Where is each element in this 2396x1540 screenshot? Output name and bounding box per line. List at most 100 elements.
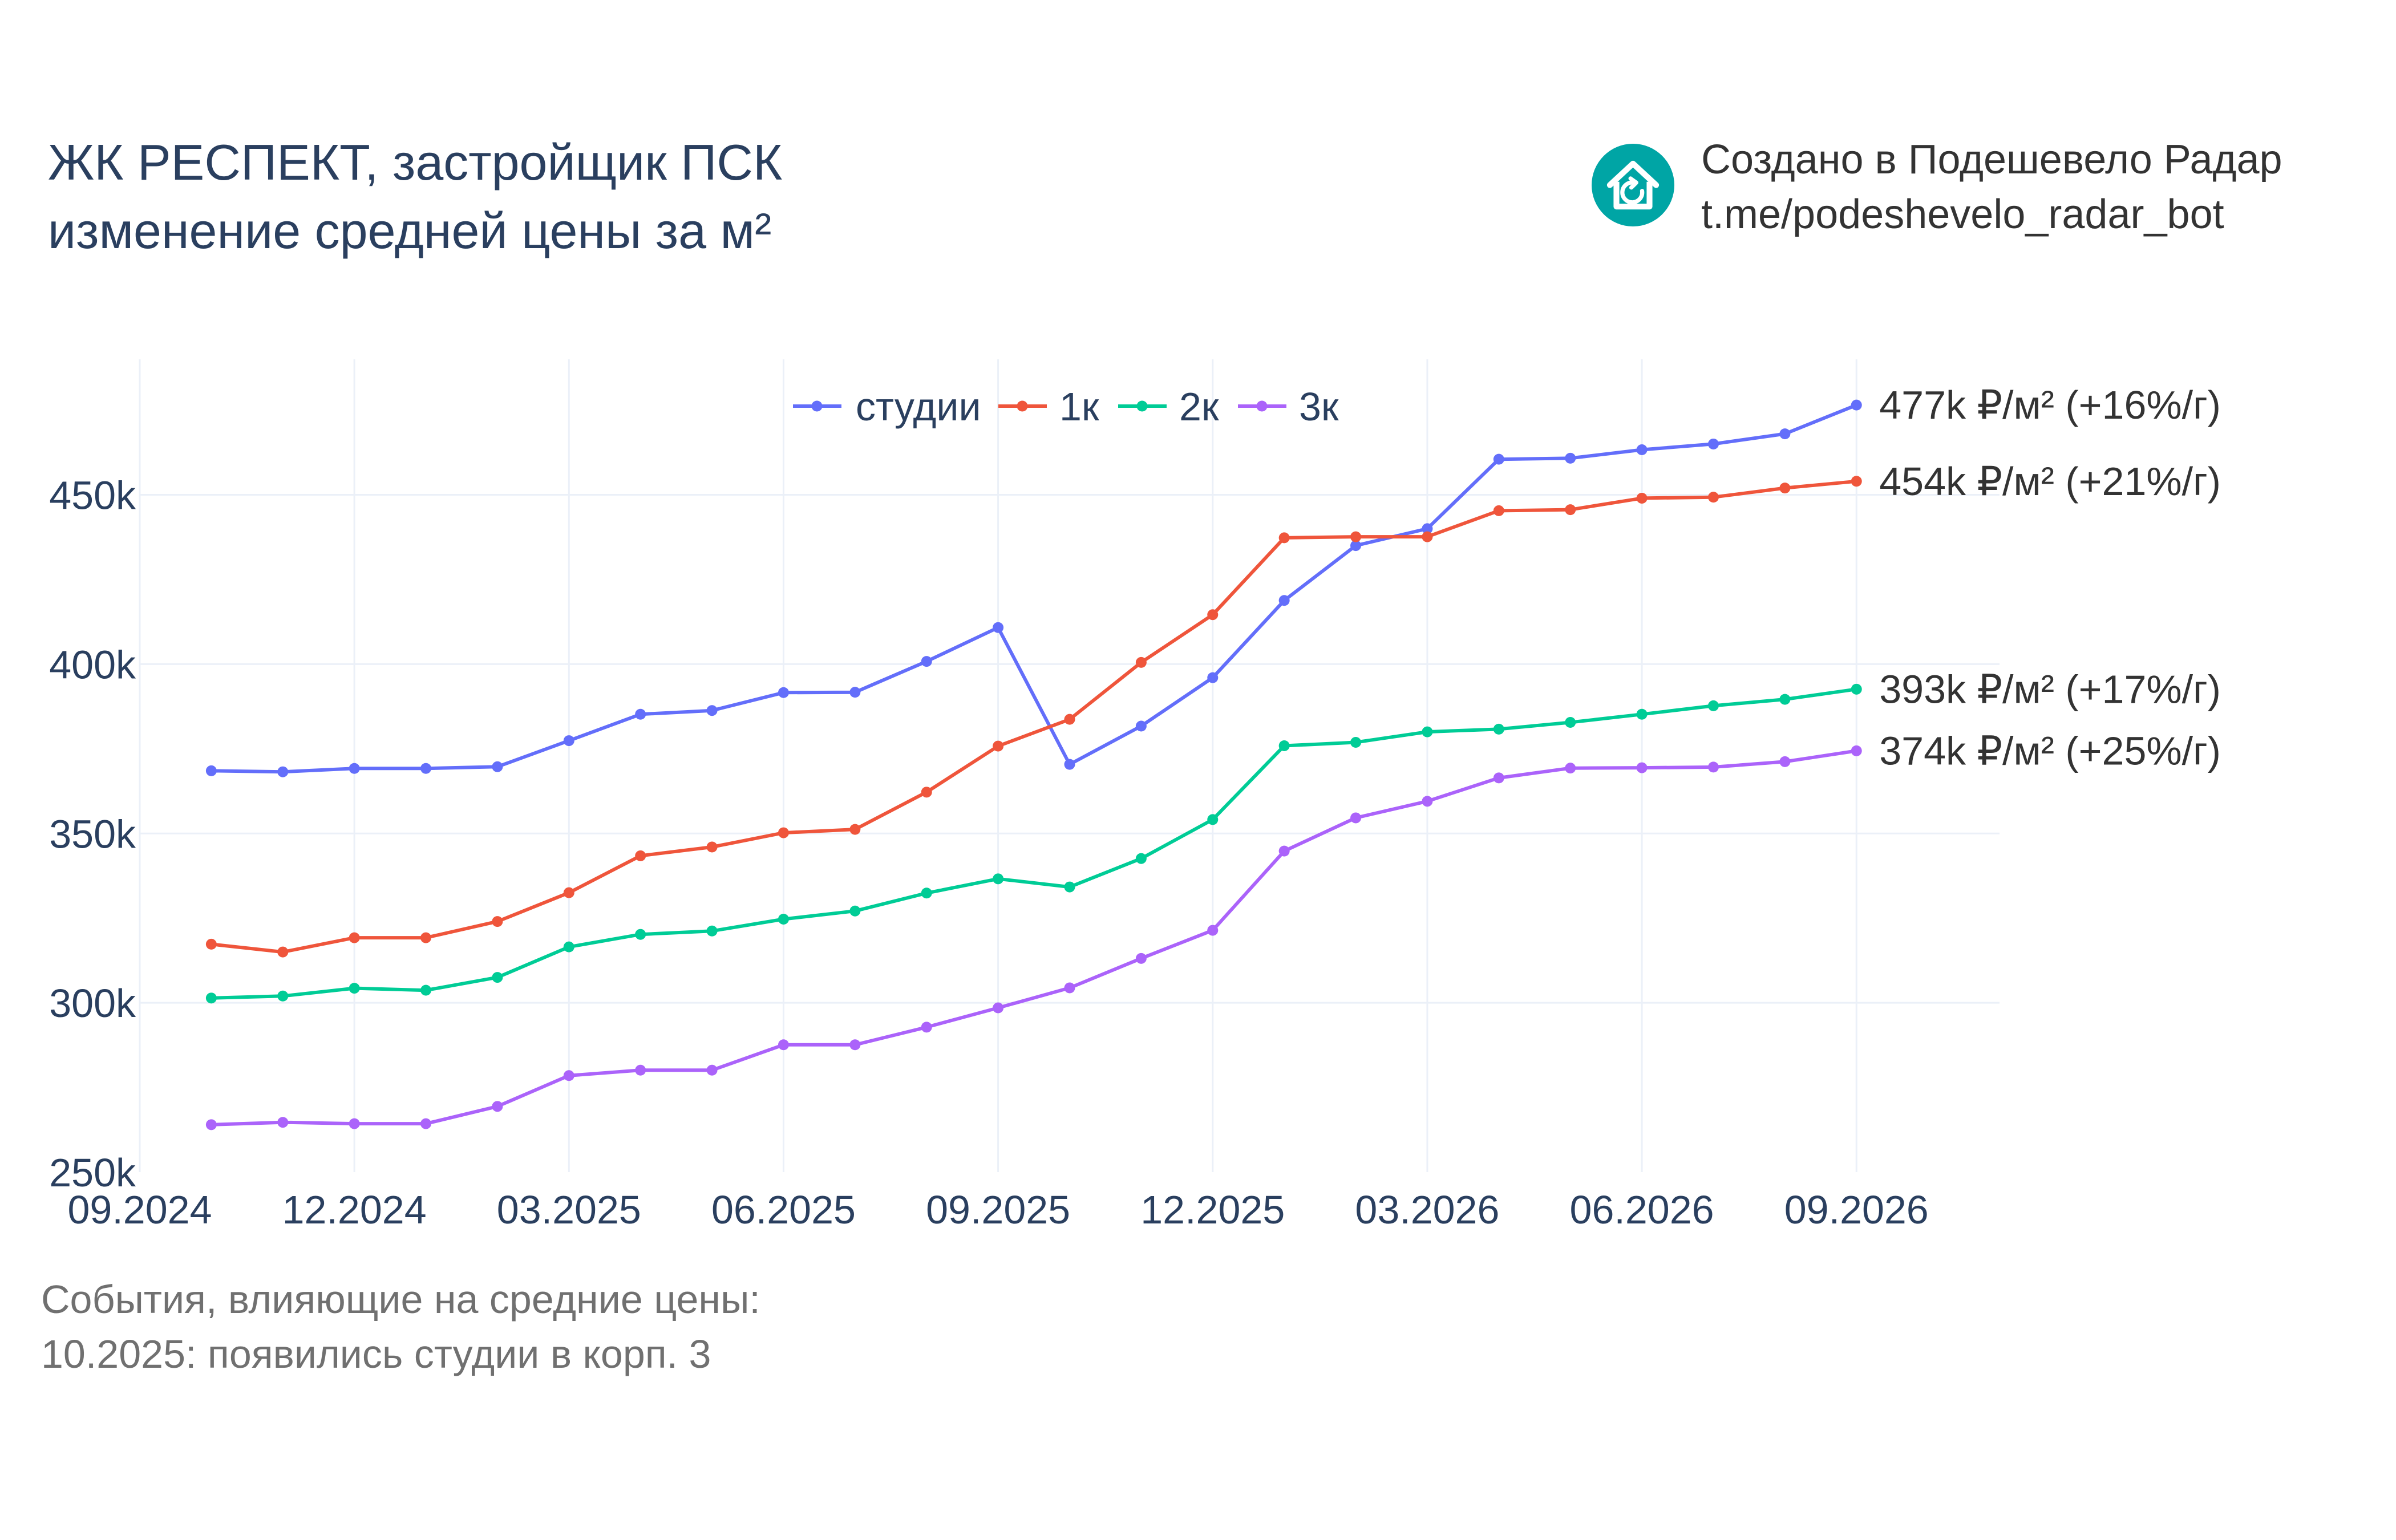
data-point: [1207, 609, 1219, 621]
data-point: [635, 708, 646, 720]
data-point: [1851, 476, 1862, 487]
data-point: [1851, 745, 1862, 756]
data-point: [1422, 796, 1433, 807]
legend-swatch-marker: [811, 400, 823, 412]
data-point: [1636, 492, 1648, 504]
data-point: [492, 916, 503, 927]
data-point: [277, 946, 289, 958]
legend-label: студии: [856, 384, 981, 429]
series-line: [211, 749, 1857, 1126]
y-tick-label: 400k: [49, 642, 136, 687]
data-point: [778, 913, 789, 925]
data-point: [1350, 737, 1362, 748]
x-tick-label: 09.2026: [1784, 1188, 1929, 1232]
data-point: [205, 992, 217, 1004]
data-point: [1278, 595, 1290, 606]
series-end-label: 477k ₽/м² (+16%/г): [1879, 383, 2221, 427]
series-end-label: 374k ₽/м² (+25%/г): [1879, 728, 2221, 773]
data-point: [1493, 453, 1504, 465]
chart-title-line-2: изменение средней цены за м²: [48, 202, 772, 259]
data-point: [205, 1119, 217, 1130]
data-point: [635, 850, 646, 861]
data-point: [1422, 523, 1433, 534]
data-point: [349, 983, 360, 994]
x-tick-label: 12.2024: [282, 1188, 427, 1232]
x-tick-label: 09.2024: [67, 1188, 212, 1232]
data-point: [1707, 700, 1719, 711]
data-point: [492, 761, 503, 772]
data-point: [420, 932, 432, 943]
data-point: [1135, 720, 1147, 732]
data-point: [492, 972, 503, 983]
data-point: [349, 763, 360, 774]
legend-label: 1к: [1059, 384, 1099, 429]
data-point: [1422, 726, 1433, 737]
data-point: [993, 1002, 1004, 1014]
data-point: [1636, 444, 1648, 456]
data-point: [563, 887, 574, 898]
data-point: [706, 925, 718, 937]
data-point: [1779, 694, 1791, 705]
data-point: [706, 705, 718, 716]
data-point: [563, 941, 574, 953]
data-point: [349, 1118, 360, 1129]
events-note: События, влияющие на средние цены: 10.20…: [41, 1272, 760, 1381]
x-tick-label: 12.2025: [1140, 1188, 1285, 1232]
legend-swatch-marker: [1136, 400, 1148, 412]
data-point: [993, 622, 1004, 633]
series-end-label: 454k ₽/м² (+21%/г): [1879, 459, 2221, 504]
data-point: [563, 1070, 574, 1081]
legend-swatch-marker: [1256, 400, 1268, 412]
data-point: [1350, 540, 1362, 552]
brand-name: Создано в Подешевело Радар: [1701, 137, 2282, 183]
data-point: [1851, 399, 1862, 411]
series-end-label: 393k ₽/м² (+17%/г): [1879, 667, 2221, 711]
data-point: [778, 827, 789, 838]
x-tick-label: 06.2026: [1570, 1188, 1714, 1232]
data-point: [635, 929, 646, 940]
data-point: [277, 1117, 289, 1128]
data-point: [563, 735, 574, 747]
chart-title: ЖК РЕСПЕКТ, застройщик ПСК изменение сре…: [48, 128, 782, 265]
x-tick-label: 03.2026: [1355, 1188, 1499, 1232]
data-point: [492, 1101, 503, 1112]
events-note-item: 10.2025: появились студии в корп. 3: [41, 1332, 711, 1376]
data-point: [1779, 756, 1791, 767]
series-line: [211, 687, 1857, 1000]
data-point: [349, 932, 360, 943]
y-tick-label: 350k: [49, 812, 136, 856]
data-point: [1636, 762, 1648, 773]
data-point: [1207, 925, 1219, 936]
data-point: [1565, 504, 1576, 516]
data-point: [921, 1022, 932, 1033]
data-point: [1636, 708, 1648, 720]
series-line: [211, 479, 1857, 954]
x-tick-label: 09.2025: [926, 1188, 1070, 1232]
data-point: [277, 766, 289, 777]
data-point: [205, 938, 217, 950]
data-point: [993, 740, 1004, 752]
data-point: [849, 1039, 861, 1051]
legend-label: 3к: [1299, 384, 1339, 429]
house-refresh-icon: [1592, 144, 1674, 226]
data-point: [1779, 483, 1791, 494]
data-point: [849, 824, 861, 835]
data-point: [1135, 953, 1147, 964]
data-point: [1064, 759, 1075, 770]
data-point: [1135, 656, 1147, 668]
data-point: [706, 1064, 718, 1076]
data-point: [420, 763, 432, 774]
data-point: [1064, 881, 1075, 893]
data-point: [1207, 814, 1219, 825]
y-tick-label: 300k: [49, 981, 136, 1026]
brand-link[interactable]: t.me/podeshevelo_radar_bot: [1701, 192, 2224, 237]
y-tick-label: 250k: [49, 1150, 136, 1195]
x-tick-label: 03.2025: [497, 1188, 641, 1232]
data-point: [921, 656, 932, 667]
data-point: [1278, 532, 1290, 544]
events-note-heading: События, влияющие на средние цены:: [41, 1277, 760, 1322]
data-point: [993, 873, 1004, 885]
data-point: [420, 984, 432, 996]
data-point: [1422, 531, 1433, 542]
